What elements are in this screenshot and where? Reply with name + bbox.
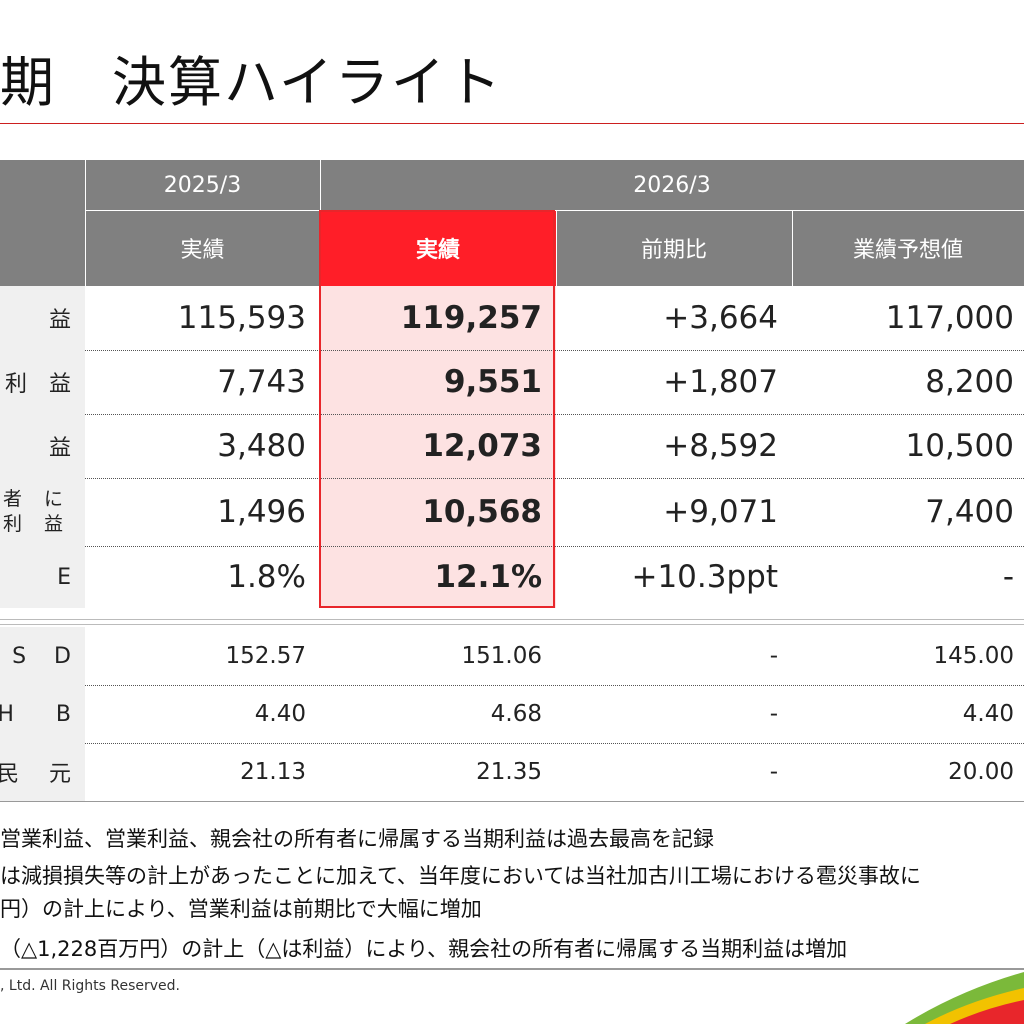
row-label: 利 益 xyxy=(0,350,85,414)
cell-forecast: 8,200 xyxy=(925,364,1014,400)
cell-forecast: 145.00 xyxy=(933,643,1014,669)
cell-prev-actual: 7,743 xyxy=(217,364,306,400)
header-prev-actual: 実績 xyxy=(85,210,320,286)
header-label-blank xyxy=(0,160,85,286)
header-separator xyxy=(792,210,793,286)
cell-prev-actual: 1.8% xyxy=(227,559,306,595)
table-bottom-rule xyxy=(0,801,1024,802)
header-forecast: 業績予想値 xyxy=(792,210,1024,286)
title-divider xyxy=(0,123,1024,124)
header-separator xyxy=(85,160,86,286)
section-divider xyxy=(0,619,1024,620)
row-label: 益 xyxy=(0,414,85,478)
swoosh-red xyxy=(950,1000,1024,1024)
cell-forecast: 117,000 xyxy=(885,300,1014,336)
cell-prev-actual: 1,496 xyxy=(217,494,306,530)
cell-curr-actual: 9,551 xyxy=(443,364,542,400)
cell-yoy: - xyxy=(769,643,778,669)
cell-yoy: - xyxy=(769,759,778,785)
row-divider xyxy=(0,414,1024,415)
row-label: 民元 xyxy=(0,743,85,801)
cell-yoy: +9,071 xyxy=(663,494,778,530)
cell-curr-actual: 21.35 xyxy=(476,759,542,785)
row-label: E xyxy=(0,546,85,608)
cell-yoy: - xyxy=(769,701,778,727)
note-line: は減損損失等の計上があったことに加えて、当年度においては当社加古川工場における雹… xyxy=(0,864,921,888)
row-divider xyxy=(0,685,1024,686)
cell-prev-actual: 152.57 xyxy=(225,643,306,669)
cell-prev-actual: 115,593 xyxy=(177,300,306,336)
page-title: 期 決算ハイライト xyxy=(0,51,503,114)
cell-forecast: 4.40 xyxy=(962,701,1014,727)
header-year-prev: 2025/3 xyxy=(85,160,320,210)
cell-yoy: +1,807 xyxy=(663,364,778,400)
row-divider xyxy=(0,350,1024,351)
note-line: 円）の計上により、営業利益は前期比で大幅に増加 xyxy=(0,897,482,921)
footer-rule xyxy=(0,968,1024,970)
cell-curr-actual: 10,568 xyxy=(422,494,542,530)
cell-forecast: 7,400 xyxy=(925,494,1014,530)
row-divider xyxy=(0,478,1024,479)
cell-yoy: +10.3ppt xyxy=(631,559,778,595)
cell-yoy: +8,592 xyxy=(663,428,778,464)
note-line: 営業利益、営業利益、親会社の所有者に帰属する当期利益は過去最高を記録 xyxy=(0,827,714,851)
cell-curr-actual: 4.68 xyxy=(490,701,542,727)
cell-curr-actual: 12.1% xyxy=(434,559,542,595)
copyright: , Ltd. All Rights Reserved. xyxy=(0,978,181,994)
header-yoy: 前期比 xyxy=(556,210,792,286)
row-divider xyxy=(0,546,1024,547)
cell-forecast: 20.00 xyxy=(948,759,1014,785)
row-divider xyxy=(0,743,1024,744)
cell-prev-actual: 4.40 xyxy=(254,701,306,727)
cell-forecast: - xyxy=(1002,559,1014,595)
header-separator xyxy=(556,210,557,286)
current-actual-highlight xyxy=(320,286,556,608)
cell-curr-actual: 12,073 xyxy=(422,428,542,464)
cell-yoy: +3,664 xyxy=(663,300,778,336)
cell-curr-actual: 151.06 xyxy=(461,643,542,669)
note-line: （△1,228百万円）の計上（△は利益）により、親会社の所有者に帰属する当期利益… xyxy=(0,937,848,961)
header-year-curr: 2026/3 xyxy=(320,160,1024,210)
cell-forecast: 10,500 xyxy=(905,428,1014,464)
row-label: 者 に 利 益 xyxy=(0,478,85,546)
cell-curr-actual: 119,257 xyxy=(400,300,542,336)
header-separator xyxy=(320,160,321,210)
section-divider xyxy=(0,624,1024,625)
header-curr-actual: 実績 xyxy=(320,210,556,286)
row-label: 益 xyxy=(0,286,85,350)
cell-prev-actual: 21.13 xyxy=(240,759,306,785)
cell-prev-actual: 3,480 xyxy=(217,428,306,464)
